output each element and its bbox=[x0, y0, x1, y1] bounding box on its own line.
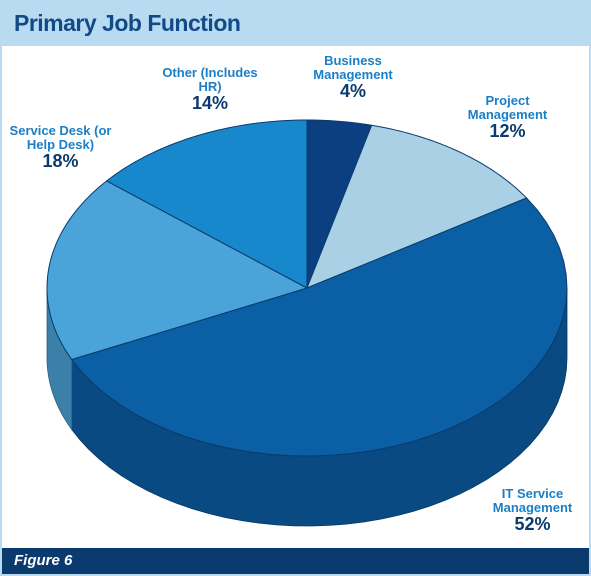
slice-label: IT Service Management 52% bbox=[480, 486, 585, 534]
category-label: Service Desk (or Help Desk) bbox=[9, 123, 112, 152]
value-label: 12% bbox=[489, 121, 526, 141]
footer-bar: Figure 6 bbox=[2, 548, 589, 574]
value-label: 4% bbox=[339, 81, 366, 101]
chart bbox=[46, 119, 568, 527]
slice bbox=[306, 124, 528, 289]
figure-label: Figure 6 bbox=[14, 552, 73, 569]
value-label: 18% bbox=[42, 151, 79, 171]
category-label: Business Management bbox=[313, 53, 393, 82]
header-bar: Primary Job Function bbox=[2, 2, 589, 46]
value-label: 14% bbox=[191, 93, 229, 113]
slice-label: Business Management 4% bbox=[298, 53, 408, 101]
slice-label: Service Desk (or Help Desk) 18% bbox=[8, 123, 113, 171]
slice bbox=[46, 180, 309, 361]
value-label: 52% bbox=[514, 514, 551, 534]
slice bbox=[105, 119, 308, 289]
slice-label: Other (Includes HR) 14% bbox=[162, 65, 258, 113]
category-label: Other (Includes HR) bbox=[162, 65, 258, 94]
slice-label: Project Management 12% bbox=[455, 93, 560, 141]
category-label: Project Management bbox=[467, 93, 548, 122]
chart-title: Primary Job Function bbox=[14, 10, 241, 36]
slice bbox=[70, 197, 568, 457]
category-label: IT Service Management bbox=[492, 486, 573, 515]
